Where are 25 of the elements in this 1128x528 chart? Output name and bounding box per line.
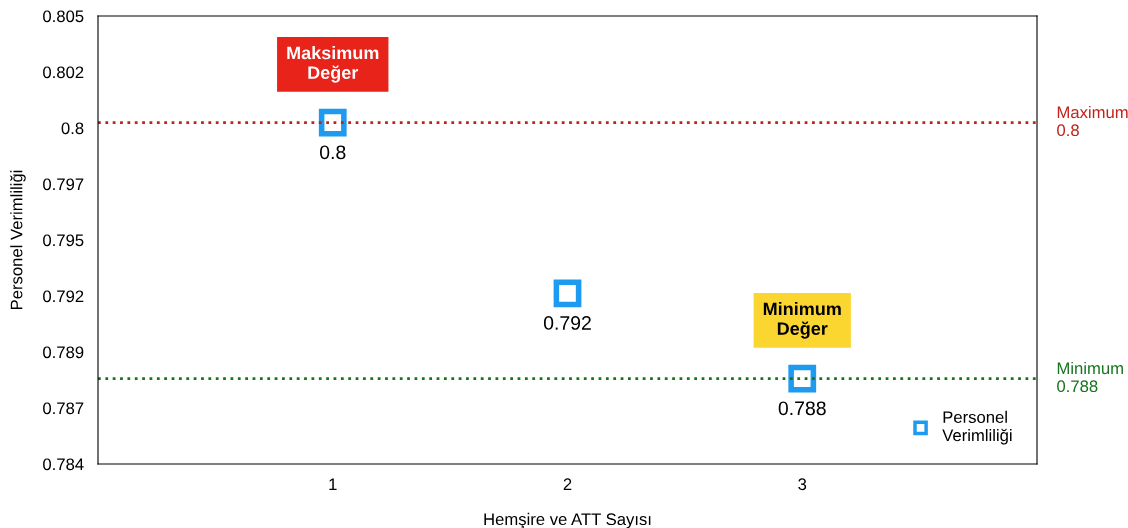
y-tick-label: 0.797 — [43, 178, 84, 191]
annotation: Minimum Değer — [763, 302, 841, 339]
y-axis-title: Personel Verimliliği — [9, 170, 26, 310]
ref-line-label: Maximum 0.8 — [1057, 105, 1128, 137]
y-tick-label: 0.787 — [43, 402, 84, 415]
x-tick-label: 1 — [329, 478, 337, 490]
legend-label: Personel Verimliliği — [942, 410, 1012, 445]
y-tick-label: 0.805 — [43, 10, 84, 23]
point — [318, 108, 347, 137]
y-tick-label: 0.8 — [61, 122, 84, 135]
y-tick-label: 0.795 — [43, 234, 84, 247]
point — [553, 279, 582, 308]
data-label: 0.788 — [778, 401, 826, 416]
x-axis-title: Hemşire ve ATT Sayısı — [484, 512, 651, 528]
data-label: 0.792 — [543, 316, 591, 330]
data-label: 0.8 — [320, 145, 346, 160]
y-tick-label: 0.784 — [43, 458, 84, 471]
annotation: Maksimum Değer — [287, 46, 379, 83]
point — [788, 364, 817, 393]
ref-line-label: Minimum 0.788 — [1057, 361, 1123, 393]
x-tick-label: 2 — [563, 478, 572, 490]
x-tick-label: 3 — [798, 478, 807, 491]
y-tick-label: 0.802 — [43, 66, 84, 79]
y-tick-label: 0.789 — [43, 346, 84, 359]
y-tick-label: 0.792 — [43, 290, 84, 303]
